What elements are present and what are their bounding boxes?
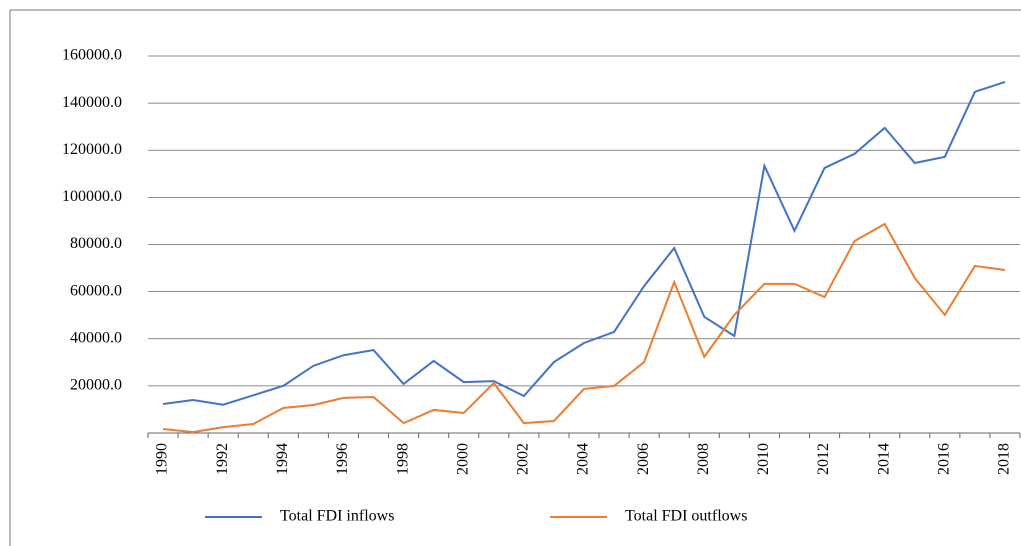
x-tick-label: 1998 xyxy=(394,443,411,475)
y-tick-label: 40000.0 xyxy=(70,329,122,346)
x-tick-label: 1996 xyxy=(334,443,351,475)
series-line xyxy=(162,222,1006,434)
x-tick-label: 1992 xyxy=(214,443,231,475)
y-tick-label: 120000.0 xyxy=(62,141,122,158)
legend-label: Total FDI outflows xyxy=(625,508,747,525)
legend-label: Total FDI inflows xyxy=(280,508,394,525)
x-tick-label: 2016 xyxy=(935,443,952,475)
x-tick-label: 2014 xyxy=(875,443,892,475)
y-tick-label: 80000.0 xyxy=(70,235,122,252)
y-tick-label: 100000.0 xyxy=(62,188,122,205)
x-tick-label: 1994 xyxy=(274,443,291,475)
x-tick-label: 2018 xyxy=(996,443,1013,475)
x-tick-label: 2006 xyxy=(635,443,652,475)
y-tick-label: 160000.0 xyxy=(62,47,122,64)
x-tick-label: 2010 xyxy=(755,443,772,475)
x-tick-label: 2004 xyxy=(575,443,592,475)
y-tick-label: 140000.0 xyxy=(62,94,122,111)
x-tick-label: 2002 xyxy=(515,443,532,475)
x-tick-label: 2000 xyxy=(454,443,471,475)
series-line xyxy=(162,80,1006,406)
y-tick-label: 60000.0 xyxy=(70,282,122,299)
y-tick-label: 20000.0 xyxy=(70,377,122,394)
x-tick-label: 1990 xyxy=(154,443,171,475)
x-tick-label: 2012 xyxy=(815,443,832,475)
x-tick-label: 2008 xyxy=(695,443,712,475)
